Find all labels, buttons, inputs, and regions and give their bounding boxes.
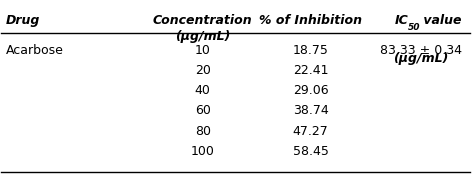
Text: value: value bbox=[419, 14, 462, 27]
Text: 18.75: 18.75 bbox=[292, 44, 328, 57]
Text: 80: 80 bbox=[195, 125, 211, 138]
Text: 50: 50 bbox=[408, 23, 420, 32]
Text: % of Inhibition: % of Inhibition bbox=[259, 14, 362, 27]
Text: 20: 20 bbox=[195, 64, 211, 77]
Text: 100: 100 bbox=[191, 145, 215, 158]
Text: (μg/mL): (μg/mL) bbox=[393, 52, 448, 66]
Text: IC: IC bbox=[395, 14, 409, 27]
Text: 83.33 ± 0.34: 83.33 ± 0.34 bbox=[380, 44, 462, 57]
Text: 29.06: 29.06 bbox=[293, 84, 328, 97]
Text: Drug: Drug bbox=[6, 14, 40, 27]
Text: 60: 60 bbox=[195, 105, 211, 117]
Text: Concentration
(μg/mL): Concentration (μg/mL) bbox=[153, 14, 253, 43]
Text: 47.27: 47.27 bbox=[292, 125, 328, 138]
Text: 58.45: 58.45 bbox=[292, 145, 328, 158]
Text: Acarbose: Acarbose bbox=[6, 44, 64, 57]
Text: 40: 40 bbox=[195, 84, 211, 97]
Text: 10: 10 bbox=[195, 44, 211, 57]
Text: 22.41: 22.41 bbox=[293, 64, 328, 77]
Text: 38.74: 38.74 bbox=[292, 105, 328, 117]
